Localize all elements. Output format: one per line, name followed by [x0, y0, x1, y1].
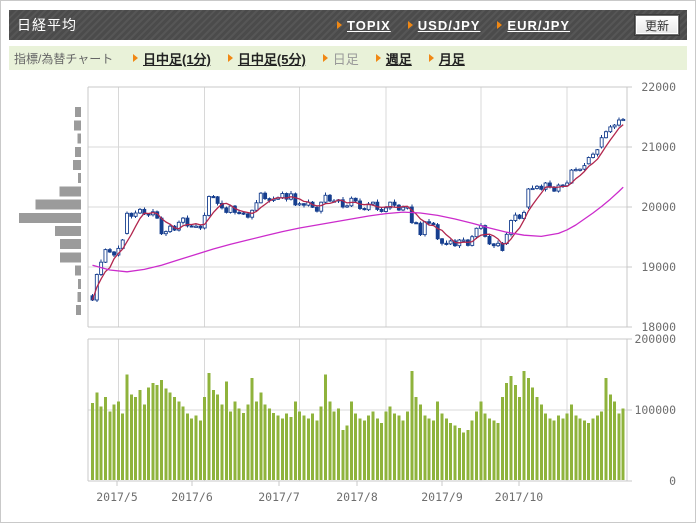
- nav-link-eurjpy[interactable]: EUR/JPY: [497, 18, 570, 33]
- chart-grid: [88, 87, 627, 481]
- volume-axis: 200000 100000 0: [627, 332, 676, 488]
- update-button[interactable]: 更新: [634, 15, 679, 35]
- price-axis-label: 19000: [641, 260, 676, 274]
- tab-intraday-5min[interactable]: 日中足(5分): [227, 49, 306, 68]
- page-title: 日経平均: [17, 17, 77, 33]
- ma-long-line: [92, 186, 624, 273]
- arrow-right-icon: [375, 54, 381, 62]
- index-nav: TOPIX USD/JPY EUR/JPY: [337, 10, 570, 40]
- nav-link-usdjpy[interactable]: USD/JPY: [407, 18, 481, 33]
- time-axis-label: 2017/8: [336, 490, 378, 504]
- volume-axis-label: 0: [669, 474, 676, 488]
- tab-intraday-1min[interactable]: 日中足(1分): [133, 49, 211, 68]
- price-axis: 22000 21000 20000 19000 18000: [627, 80, 676, 334]
- price-axis-label: 21000: [641, 140, 676, 154]
- price-axis-label: 22000: [641, 80, 676, 94]
- price-axis-label: 20000: [641, 200, 676, 214]
- time-axis-label: 2017/10: [495, 490, 544, 504]
- arrow-right-icon: [497, 21, 503, 29]
- volume-bars: [91, 370, 625, 480]
- tab-monthly[interactable]: 月足: [428, 49, 465, 68]
- time-axis-label: 2017/7: [258, 490, 300, 504]
- tab-weekly[interactable]: 週足: [375, 49, 412, 68]
- toolbar-label: 指標/為替チャート: [14, 51, 114, 66]
- time-axis-label: 2017/5: [96, 490, 138, 504]
- candlesticks: [90, 117, 626, 303]
- arrow-right-icon: [407, 21, 413, 29]
- arrow-right-icon: [322, 54, 328, 62]
- time-axis: 2017/5 2017/6 2017/7 2017/8 2017/9 2017/10: [96, 481, 543, 504]
- price-axis-label: 18000: [641, 320, 676, 334]
- time-axis-label: 2017/9: [421, 490, 463, 504]
- arrow-right-icon: [227, 54, 233, 62]
- arrow-right-icon: [337, 21, 342, 29]
- price-histogram: [19, 107, 81, 316]
- title-bar: 日経平均 TOPIX USD/JPY EUR/JPY 更新: [9, 10, 687, 40]
- period-tabs: 日中足(1分) 日中足(5分) 日足 週足 月足: [133, 49, 465, 68]
- nav-link-topix[interactable]: TOPIX: [337, 18, 391, 33]
- period-toolbar: 指標/為替チャート 日中足(1分) 日中足(5分) 日足 週足 月足: [9, 46, 687, 70]
- ma-short-line: [91, 124, 624, 301]
- arrow-right-icon: [133, 54, 138, 62]
- volume-axis-label: 100000: [634, 403, 676, 417]
- tab-daily-current[interactable]: 日足: [322, 49, 359, 68]
- volume-axis-label: 200000: [634, 332, 676, 346]
- time-axis-label: 2017/6: [171, 490, 213, 504]
- arrow-right-icon: [428, 54, 434, 62]
